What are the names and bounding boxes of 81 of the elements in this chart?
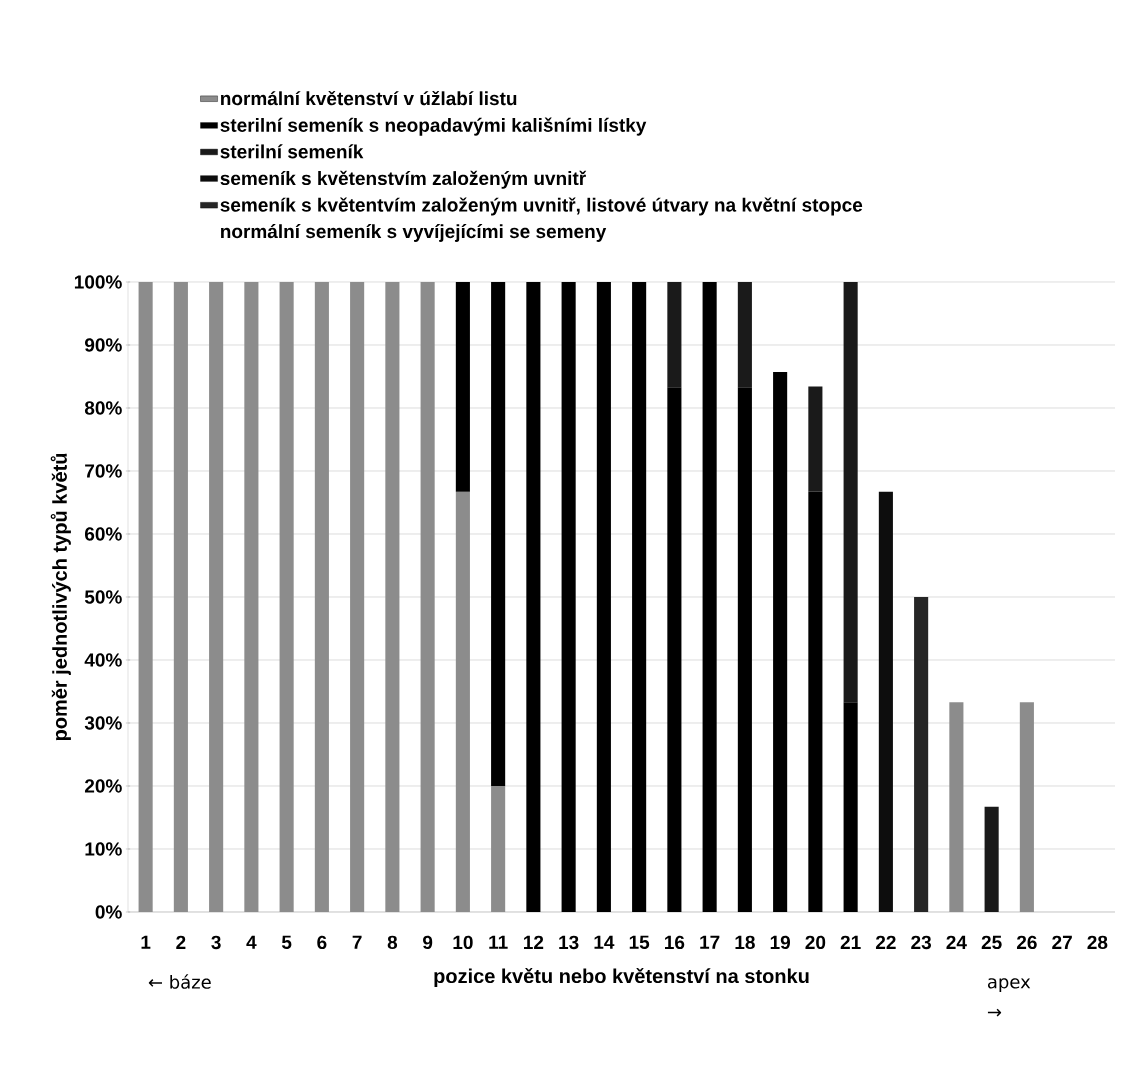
bar bbox=[455, 491, 470, 912]
legend-label: semeník s květenstvím založeným uvnitř bbox=[220, 170, 587, 189]
bar bbox=[350, 281, 365, 912]
x-tick-label: 18 bbox=[735, 935, 755, 950]
x-tick-label: 25 bbox=[981, 935, 1002, 950]
x-tick-label: 26 bbox=[1016, 935, 1037, 950]
y-tick-label: 50% bbox=[84, 590, 122, 604]
x-tick-label: 8 bbox=[387, 935, 398, 950]
x-tick-label: 6 bbox=[317, 935, 327, 950]
x-tick-label: 21 bbox=[840, 935, 861, 949]
bar bbox=[420, 281, 435, 912]
x-axis-title: pozice květu nebo květenství na stonku bbox=[434, 968, 809, 988]
bar bbox=[632, 281, 647, 912]
x-tick-label: 3 bbox=[211, 935, 221, 950]
x-tick-label: 5 bbox=[281, 935, 292, 949]
legend-label: normální květenství v úžlabí listu bbox=[221, 90, 517, 106]
bar bbox=[914, 596, 929, 912]
x-tick-label: 16 bbox=[665, 935, 685, 950]
legend-label: sterilní semeník s neopadavými kališními lístky bbox=[220, 117, 647, 136]
x-tick-label: 14 bbox=[594, 935, 615, 949]
text: ← báze bbox=[148, 974, 211, 989]
bar bbox=[773, 372, 788, 912]
x-tick-label: 20 bbox=[805, 935, 826, 950]
y-tick-label: 0% bbox=[95, 905, 122, 919]
x-tick-label: 1 bbox=[141, 935, 151, 949]
x-tick-label: 19 bbox=[770, 935, 790, 950]
bar bbox=[737, 387, 752, 912]
y-tick-label: 10% bbox=[85, 842, 122, 856]
x-tick-label: 23 bbox=[911, 935, 932, 950]
bar bbox=[878, 491, 893, 912]
bar bbox=[1019, 702, 1034, 912]
bar bbox=[138, 281, 153, 912]
x-tick-label: 7 bbox=[352, 935, 362, 949]
x-tick-label: 9 bbox=[423, 935, 433, 950]
y-tick-label: 80% bbox=[84, 401, 122, 415]
bar bbox=[843, 702, 858, 912]
legend-label: semeník s květentvím založeným uvnitř, listové útvary na květní stopce bbox=[220, 197, 863, 216]
bar bbox=[667, 387, 682, 912]
x-tick-label: 13 bbox=[559, 935, 579, 950]
x-tick-label: 17 bbox=[700, 935, 720, 949]
y-axis-title: poměr jednotlivých typů květů bbox=[50, 453, 71, 741]
bar bbox=[702, 281, 717, 912]
bar bbox=[455, 281, 470, 492]
bar bbox=[491, 785, 506, 912]
bar bbox=[385, 281, 400, 912]
x-tick-label: 22 bbox=[875, 935, 896, 949]
x-tick-label: 15 bbox=[629, 935, 650, 949]
x-tick-label: 10 bbox=[453, 935, 473, 950]
bar bbox=[526, 281, 541, 912]
bar bbox=[949, 702, 964, 912]
bar bbox=[984, 806, 999, 912]
x-tick-label: 4 bbox=[246, 935, 257, 949]
text: apex → bbox=[987, 978, 1031, 1017]
bar bbox=[279, 281, 294, 912]
x-tick-label: 28 bbox=[1087, 935, 1108, 950]
x-tick-label: 24 bbox=[946, 935, 967, 949]
bar bbox=[808, 386, 823, 492]
bar bbox=[596, 281, 611, 912]
bar bbox=[491, 281, 506, 786]
x-tick-label: 11 bbox=[489, 935, 508, 949]
y-tick-label: 90% bbox=[84, 338, 122, 352]
bar bbox=[314, 281, 329, 912]
bar bbox=[737, 281, 752, 388]
bar bbox=[843, 281, 858, 703]
bar bbox=[561, 281, 576, 912]
y-tick-label: 70% bbox=[85, 464, 122, 478]
y-tick-label: 40% bbox=[84, 653, 122, 667]
bar bbox=[173, 281, 188, 912]
text: normální semeník s vyvíjejícími se semeny bbox=[221, 224, 607, 242]
legend-label: sterilní semeník bbox=[220, 144, 364, 159]
y-tick-label: 60% bbox=[85, 527, 122, 541]
bar bbox=[209, 281, 224, 912]
bar bbox=[667, 281, 682, 388]
bar bbox=[808, 491, 823, 912]
y-tick-label: 30% bbox=[84, 716, 122, 730]
x-tick-label: 27 bbox=[1052, 935, 1072, 949]
bar bbox=[244, 281, 259, 912]
x-tick-label: 12 bbox=[524, 935, 544, 949]
x-tick-label: 2 bbox=[176, 935, 186, 949]
y-tick-label: 100% bbox=[74, 275, 122, 289]
y-tick-label: 20% bbox=[84, 779, 122, 793]
